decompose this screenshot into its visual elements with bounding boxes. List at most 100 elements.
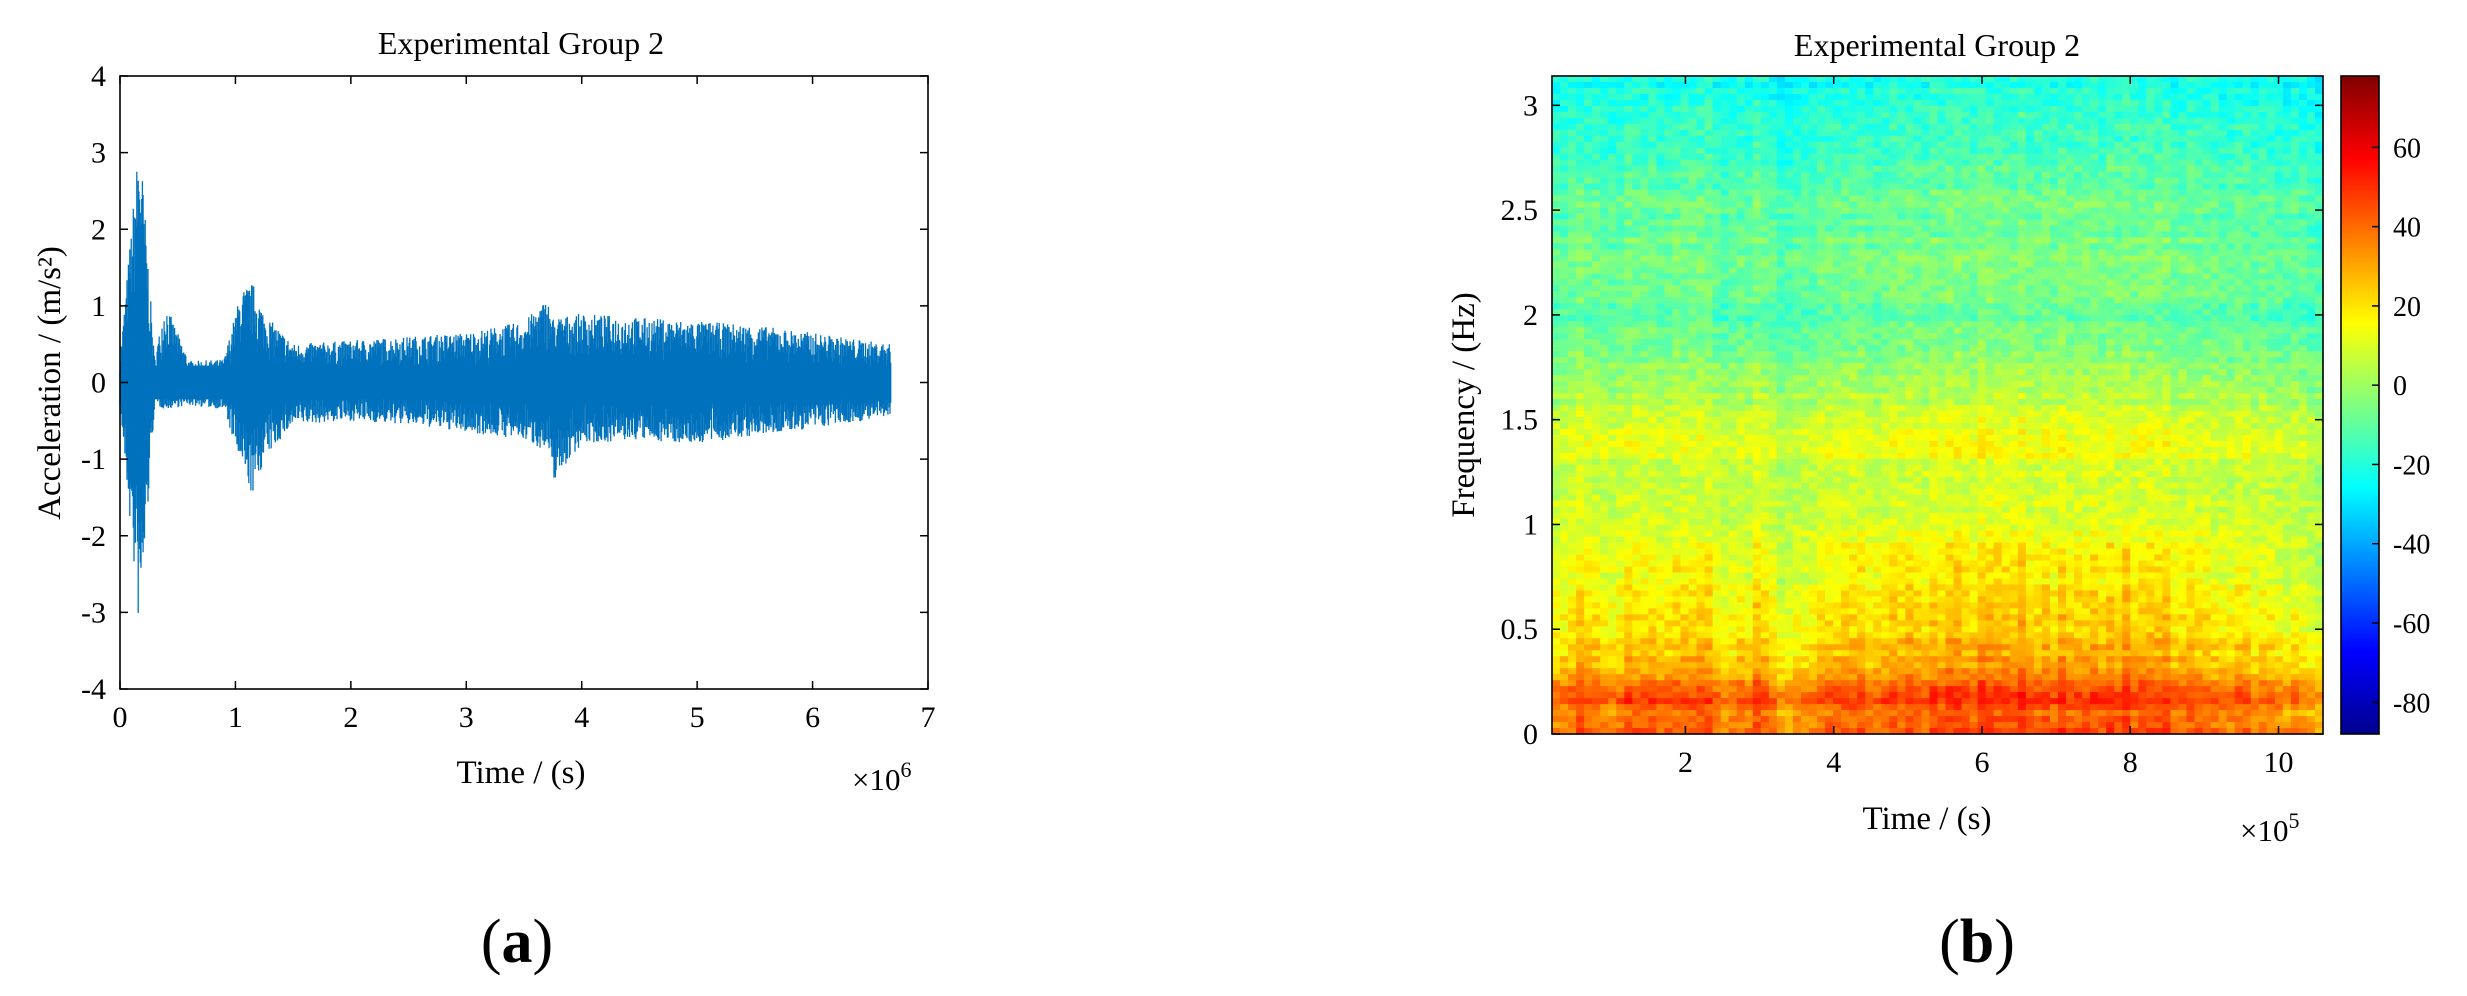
heatmap-cell [1600, 261, 1609, 269]
heatmap-cell [2106, 297, 2115, 304]
heatmap-cell [1784, 339, 1794, 346]
heatmap-cell [1576, 81, 1585, 89]
heatmap-cell [1592, 321, 1601, 328]
heatmap-cell [1985, 219, 1995, 227]
heatmap-cell [2194, 351, 2204, 358]
heatmap-cell [1584, 375, 1593, 382]
heatmap-cell [2033, 201, 2043, 209]
heatmap-cell [2009, 291, 2019, 298]
heatmap-cell [1897, 285, 1906, 292]
heatmap-cell [1600, 351, 1609, 358]
heatmap-cell [1752, 381, 1762, 388]
heatmap-cell [1568, 315, 1577, 322]
heatmap-cell [2017, 213, 2027, 221]
heatmap-cell [2290, 255, 2300, 263]
heatmap-cell [1768, 117, 1778, 125]
heatmap-cell [2082, 291, 2091, 298]
heatmap-cell [2033, 345, 2043, 352]
heatmap-cell [1889, 375, 1898, 382]
heatmap-cell [1809, 303, 1818, 310]
heatmap-cell [2017, 321, 2027, 328]
heatmap-cell [2314, 249, 2324, 257]
heatmap-cell [1648, 99, 1658, 107]
heatmap-cell [2186, 279, 2196, 286]
heatmap-cell [2009, 279, 2019, 286]
heatmap-cell [1784, 153, 1794, 161]
heatmap-cell [1945, 249, 1955, 257]
heatmap-cell [2314, 177, 2324, 185]
heatmap-cell [1881, 225, 1890, 233]
heatmap-cell [2041, 309, 2051, 316]
heatmap-cell [1825, 93, 1834, 101]
heatmap-cell [1616, 76, 1625, 83]
heatmap-cell [1632, 177, 1641, 185]
heatmap-cell [1592, 267, 1601, 274]
heatmap-cell [2186, 237, 2196, 245]
heatmap-cell [2146, 105, 2155, 113]
heatmap-cell [1937, 81, 1947, 89]
heatmap-cell [2106, 165, 2115, 173]
heatmap-cell [2033, 117, 2043, 125]
heatmap-cell [1897, 363, 1906, 370]
heatmap-cell [1760, 243, 1770, 251]
heatmap-cell [1953, 123, 1963, 131]
heatmap-cell [1584, 213, 1593, 221]
heatmap-cell [1584, 147, 1593, 155]
heatmap-cell [1889, 351, 1898, 358]
heatmap-cell [1568, 207, 1577, 215]
heatmap-cell [1953, 153, 1963, 161]
heatmap-cell [1552, 249, 1561, 257]
heatmap-cell [2266, 129, 2276, 137]
heatmap-cell [2154, 249, 2163, 257]
heatmap-cell [2226, 345, 2236, 352]
heatmap-cell [1857, 327, 1866, 334]
heatmap-cell [2041, 291, 2051, 298]
heatmap-cell [2202, 327, 2212, 334]
heatmap-cell [2162, 99, 2172, 107]
heatmap-cell [1760, 369, 1770, 376]
heatmap-cell [1905, 333, 1915, 340]
heatmap-cell [2066, 76, 2075, 83]
heatmap-cell [2114, 99, 2123, 107]
heatmap-cell [2282, 201, 2292, 209]
heatmap-cell [1640, 225, 1649, 233]
heatmap-cell [2066, 255, 2075, 263]
heatmap-cell [1841, 76, 1850, 83]
heatmap-cell [2234, 159, 2244, 167]
heatmap-cell [1929, 291, 1939, 298]
heatmap-cell [2162, 135, 2172, 143]
heatmap-cell [2250, 105, 2260, 113]
heatmap-cell [1921, 273, 1931, 280]
heatmap-cell [1889, 237, 1898, 245]
heatmap-cell [2001, 291, 2011, 298]
heatmap-cell [2290, 129, 2300, 137]
heatmap-cell [2178, 201, 2188, 209]
heatmap-cell [1768, 285, 1778, 292]
heatmap-cell [1608, 279, 1617, 286]
heatmap-cell [2057, 261, 2067, 269]
heatmap-cell [1792, 93, 1802, 101]
heatmap-cell [1776, 243, 1786, 251]
heatmap-cell [1600, 285, 1609, 292]
heatmap-cell [2234, 267, 2244, 274]
heatmap-cell [1704, 261, 1714, 269]
heatmap-cell [1849, 81, 1858, 89]
heatmap-cell [2001, 279, 2011, 286]
heatmap-cell [2250, 93, 2260, 101]
heatmap-cell [1600, 345, 1609, 352]
heatmap-cell [2162, 327, 2172, 334]
heatmap-cell [1608, 93, 1617, 101]
heatmap-cell [1760, 357, 1770, 364]
heatmap-cell [1905, 285, 1915, 292]
heatmap-cell [1768, 297, 1778, 304]
heatmap-cell [1889, 297, 1898, 304]
heatmap-cell [2066, 213, 2075, 221]
heatmap-cell [1809, 351, 1818, 358]
heatmap-cell [2090, 201, 2099, 209]
heatmap-cell [2226, 195, 2236, 203]
heatmap-cell [2210, 171, 2220, 179]
heatmap-cell [1849, 201, 1858, 209]
heatmap-cell [1608, 261, 1617, 269]
heatmap-cell [2154, 171, 2163, 179]
heatmap-cell [1897, 177, 1906, 185]
